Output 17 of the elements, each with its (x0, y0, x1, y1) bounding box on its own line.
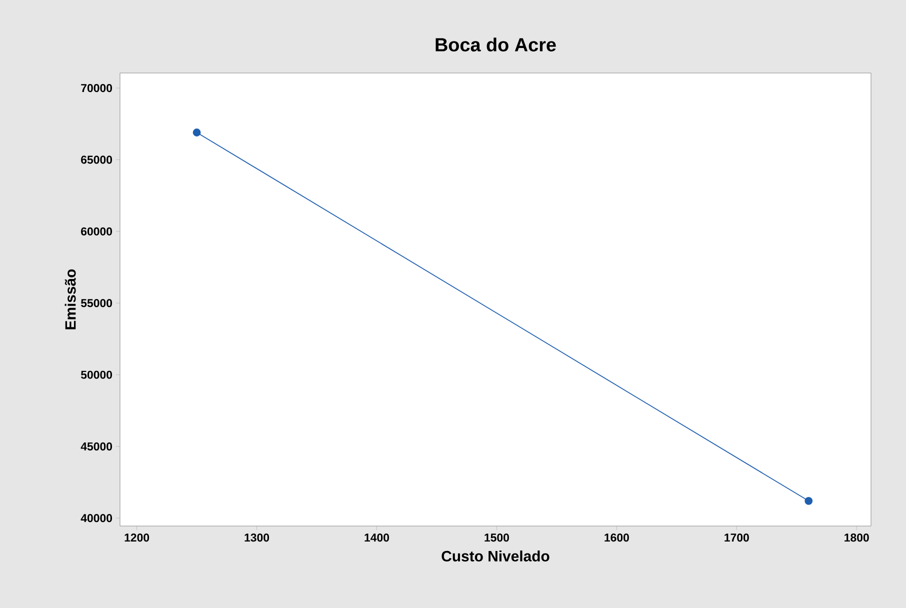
x-tick-label: 1400 (364, 534, 390, 542)
y-tick-label: 60000 (81, 227, 112, 236)
y-tick-label: 65000 (81, 156, 112, 164)
y-tick-label: 70000 (81, 84, 112, 92)
x-tick-label: 1500 (484, 534, 509, 542)
x-tick-label: 1700 (724, 534, 749, 542)
x-tick-label: 1800 (844, 534, 869, 542)
y-axis-title: Emissão (64, 269, 76, 330)
y-tick-label: 40000 (80, 514, 112, 522)
y-tick-label: 50000 (80, 370, 112, 379)
y-tick-label: 45000 (80, 442, 112, 450)
x-axis-title: Custo Nivelado (442, 550, 550, 562)
chart-title: Boca do Acre (436, 38, 556, 52)
y-tick-label: 55000 (80, 299, 112, 308)
x-tick-label: 1300 (244, 534, 270, 542)
x-tick-label: 1200 (124, 534, 150, 542)
x-tick-label: 1600 (604, 534, 629, 542)
